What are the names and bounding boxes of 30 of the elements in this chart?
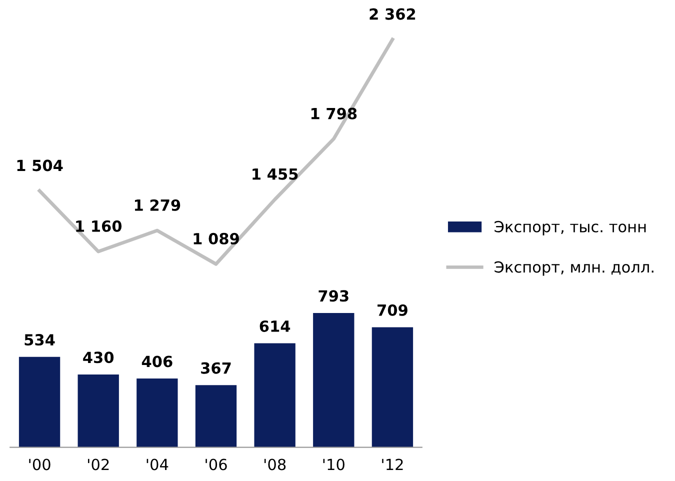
data-label: 1 160 [76, 220, 122, 232]
data-label: 367 [201, 362, 231, 374]
bar [78, 374, 119, 448]
data-label: 793 [318, 290, 348, 302]
x-tick-label: '12 [382, 458, 403, 470]
data-label: 1 455 [252, 168, 298, 180]
bar [313, 312, 354, 448]
data-label: 709 [378, 304, 408, 316]
legend-label: Экспорт, млн. долл. [494, 261, 654, 276]
x-tick-label: '00 [29, 458, 50, 470]
data-label: 2 362 [370, 8, 416, 20]
x-tick-label: '02 [88, 458, 109, 470]
bar [18, 356, 60, 448]
x-tick-label: '04 [146, 458, 168, 470]
data-label: 1 798 [311, 108, 357, 120]
bar [254, 343, 296, 448]
data-label: 1 279 [134, 199, 180, 211]
data-label: 614 [260, 320, 290, 332]
x-tick-label: '10 [323, 458, 344, 470]
data-label: 1 089 [194, 232, 239, 244]
bar [195, 385, 237, 448]
x-tick-label: '08 [264, 458, 286, 470]
x-tick-label: '06 [206, 458, 227, 470]
data-label: 534 [24, 334, 55, 346]
bar [372, 327, 414, 448]
data-label: 1 504 [17, 160, 63, 172]
data-label: 430 [83, 352, 114, 364]
legend-label: Экспорт, тыс. тонн [494, 220, 646, 236]
bar [136, 378, 178, 448]
data-label: 406 [142, 356, 172, 368]
